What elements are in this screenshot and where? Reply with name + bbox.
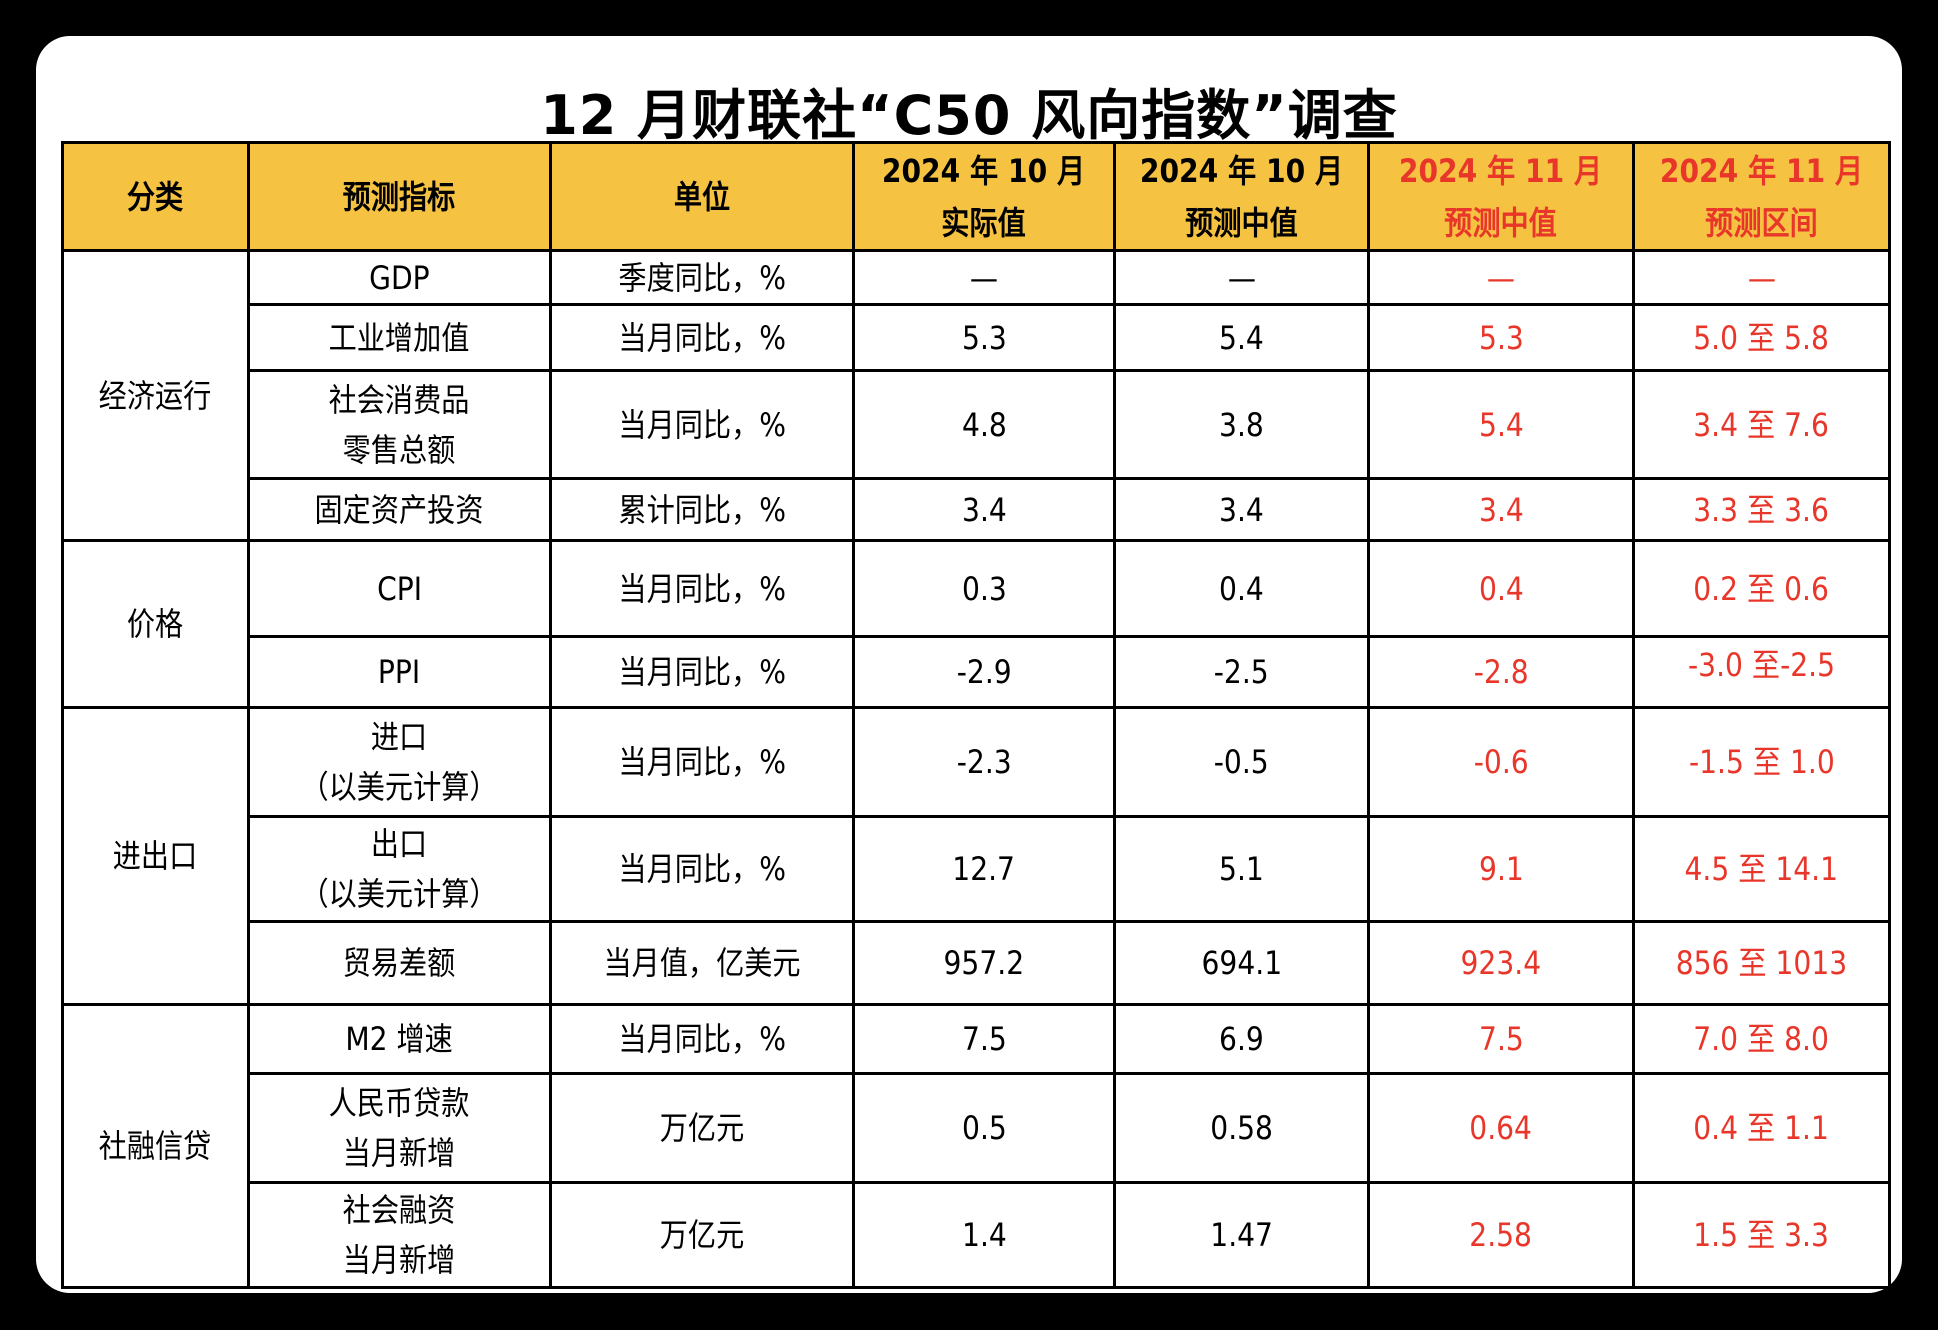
oct-forecast-cell: 1.47 [1113, 1181, 1370, 1289]
unit-cell: 当月同比，% [549, 706, 855, 818]
unit-cell: 当月同比，% [549, 303, 855, 372]
table-row: 贸易差额 当月值，亿美元 957.2 694.1 923.4 856 至 101… [63, 920, 1891, 1006]
nov-forecast-cell: 923.4 [1367, 920, 1635, 1006]
category-cell: 进出口 [61, 706, 250, 1006]
nov-range-cell: 7.0 至 8.0 [1632, 1003, 1891, 1075]
nov-forecast-cell: 5.4 [1367, 369, 1635, 480]
oct-forecast-cell: 3.8 [1113, 369, 1370, 480]
unit-cell: 当月同比，% [549, 1003, 855, 1075]
nov-forecast-cell: 7.5 [1367, 1003, 1635, 1075]
indicator-cell: M2 增速 [247, 1003, 552, 1075]
oct-forecast-cell: 0.4 [1113, 539, 1370, 638]
indicator-cell: 人民币贷款 当月新增 [247, 1072, 552, 1184]
oct-actual-cell: 5.3 [852, 303, 1116, 372]
indicator-cell: 出口 （以美元计算） [247, 815, 552, 923]
nov-forecast-cell: 0.4 [1367, 539, 1635, 638]
table-row: 社会融资 当月新增 万亿元 1.4 1.47 2.58 1.5 至 3.3 [63, 1181, 1891, 1289]
table-row: 出口 （以美元计算） 当月同比，% 12.7 5.1 9.1 4.5 至 14.… [63, 815, 1891, 923]
oct-actual-cell: 0.3 [852, 539, 1116, 638]
unit-cell: 万亿元 [549, 1072, 855, 1184]
table-row: 社会消费品 零售总额 当月同比，% 4.8 3.8 5.4 3.4 至 7.6 [63, 369, 1891, 480]
nov-forecast-cell: 0.64 [1367, 1072, 1635, 1184]
oct-forecast-cell: — [1113, 249, 1370, 306]
nov-range-cell: 3.3 至 3.6 [1632, 477, 1891, 542]
category-cell: 经济运行 [61, 249, 250, 542]
header-indicator: 预测指标 [247, 141, 552, 252]
oct-forecast-cell: 5.4 [1113, 303, 1370, 372]
indicator-cell: PPI [247, 635, 552, 709]
table-row: 价格 CPI 当月同比，% 0.3 0.4 0.4 0.2 至 0.6 [61, 539, 1891, 709]
oct-actual-cell: 957.2 [852, 920, 1116, 1006]
oct-actual-cell: -2.3 [852, 706, 1116, 818]
unit-cell: 当月同比，% [549, 815, 855, 923]
unit-cell: 累计同比，% [549, 477, 855, 542]
nov-range-cell: -1.5 至 1.0 [1632, 706, 1891, 818]
table-row: 社融信贷 M2 增速 当月同比，% 7.5 6.9 7.5 7.0 至 8.0 [61, 1003, 1891, 1289]
header-nov-forecast: 2024 年 11 月 预测中值 [1367, 141, 1635, 252]
oct-actual-cell: 3.4 [852, 477, 1116, 542]
page-title: 12 月财联社“C50 风向指数”调查 [540, 84, 1398, 147]
header-oct-forecast: 2024 年 10 月 预测中值 [1113, 141, 1370, 252]
table-row: 进出口 进口 （以美元计算） 当月同比，% -2.3 -0.5 -0.6 -1.… [61, 706, 1891, 1006]
table-row: 固定资产投资 累计同比，% 3.4 3.4 3.4 3.3 至 3.6 [63, 477, 1891, 542]
nov-forecast-cell: 3.4 [1367, 477, 1635, 542]
indicator-cell: GDP [247, 249, 552, 306]
indicator-cell: 社会融资 当月新增 [247, 1181, 552, 1289]
header-nov-range: 2024 年 11 月 预测区间 [1632, 141, 1891, 252]
indicator-cell: CPI [247, 539, 552, 638]
nov-forecast-cell: 5.3 [1367, 303, 1635, 372]
survey-card: 12 月财联社“C50 风向指数”调查 分类 预测指标 单位 2024 年 10… [36, 36, 1902, 1293]
oct-forecast-cell: 5.1 [1113, 815, 1370, 923]
oct-forecast-cell: 3.4 [1113, 477, 1370, 542]
unit-cell: 季度同比，% [549, 249, 855, 306]
unit-cell: 当月同比，% [549, 539, 855, 638]
oct-actual-cell: 1.4 [852, 1181, 1116, 1289]
table-row: 经济运行 GDP 季度同比，% — — — — [61, 249, 1891, 542]
indicator-cell: 进口 （以美元计算） [247, 706, 552, 818]
oct-forecast-cell: -0.5 [1113, 706, 1370, 818]
unit-cell: 当月同比，% [549, 635, 855, 709]
nov-forecast-cell: — [1367, 249, 1635, 306]
unit-cell: 当月值，亿美元 [549, 920, 855, 1006]
indicator-cell: 工业增加值 [247, 303, 552, 372]
nov-range-cell: 0.4 至 1.1 [1632, 1072, 1891, 1184]
indicator-cell: 社会消费品 零售总额 [247, 369, 552, 480]
nov-forecast-cell: -2.8 [1367, 635, 1635, 709]
nov-range-cell: — [1632, 249, 1891, 306]
header-oct-actual: 2024 年 10 月 实际值 [852, 141, 1116, 252]
category-cell: 社融信贷 [61, 1003, 250, 1289]
nov-range-cell: 5.0 至 5.8 [1632, 303, 1891, 372]
oct-forecast-cell: -2.5 [1113, 635, 1370, 709]
nov-range-cell: 4.5 至 14.1 [1632, 815, 1891, 923]
unit-cell: 万亿元 [549, 1181, 855, 1289]
oct-forecast-cell: 694.1 [1113, 920, 1370, 1006]
nov-range-cell: 856 至 1013 [1632, 920, 1891, 1006]
nov-forecast-cell: 2.58 [1367, 1181, 1635, 1289]
header-unit: 单位 [549, 141, 855, 252]
header-row: 分类 预测指标 单位 2024 年 10 月 实际值 2024 年 10 月 预… [61, 141, 1891, 252]
header-category: 分类 [61, 141, 250, 252]
table-row: 工业增加值 当月同比，% 5.3 5.4 5.3 5.0 至 5.8 [63, 303, 1891, 372]
nov-range-cell: -3.0 至-2.5 [1632, 635, 1891, 709]
table-row: PPI 当月同比，% -2.9 -2.5 -2.8 -3.0 至-2.5 [63, 635, 1891, 709]
nov-forecast-cell: -0.6 [1367, 706, 1635, 818]
oct-actual-cell: 0.5 [852, 1072, 1116, 1184]
nov-forecast-cell: 9.1 [1367, 815, 1635, 923]
nov-range-cell: 0.2 至 0.6 [1632, 539, 1891, 638]
oct-actual-cell: 7.5 [852, 1003, 1116, 1075]
nov-range-cell: 1.5 至 3.3 [1632, 1181, 1891, 1289]
table-row: 人民币贷款 当月新增 万亿元 0.5 0.58 0.64 0.4 至 1.1 [63, 1072, 1891, 1184]
oct-actual-cell: -2.9 [852, 635, 1116, 709]
oct-forecast-cell: 6.9 [1113, 1003, 1370, 1075]
category-cell: 价格 [61, 539, 250, 709]
forecast-table: 分类 预测指标 单位 2024 年 10 月 实际值 2024 年 10 月 预… [61, 141, 1891, 1289]
nov-range-cell: 3.4 至 7.6 [1632, 369, 1891, 480]
oct-forecast-cell: 0.58 [1113, 1072, 1370, 1184]
oct-actual-cell: 12.7 [852, 815, 1116, 923]
oct-actual-cell: — [852, 249, 1116, 306]
indicator-cell: 贸易差额 [247, 920, 552, 1006]
indicator-cell: 固定资产投资 [247, 477, 552, 542]
unit-cell: 当月同比，% [549, 369, 855, 480]
oct-actual-cell: 4.8 [852, 369, 1116, 480]
